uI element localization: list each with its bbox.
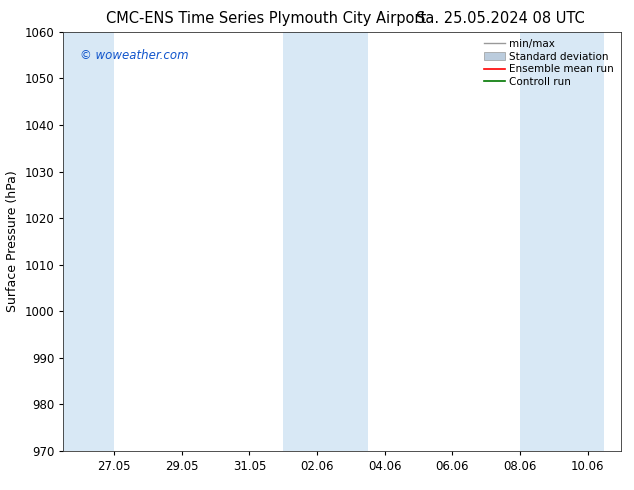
Bar (520, 32, 604, 451)
Y-axis label: Surface Pressure (hPa): Surface Pressure (hPa) (6, 171, 19, 312)
Text: © woweather.com: © woweather.com (80, 49, 189, 62)
Text: CMC-ENS Time Series Plymouth City Airport: CMC-ENS Time Series Plymouth City Airpor… (106, 11, 427, 26)
Legend: min/max, Standard deviation, Ensemble mean run, Controll run: min/max, Standard deviation, Ensemble me… (480, 35, 618, 91)
Bar (63, 32, 114, 451)
Text: Sa. 25.05.2024 08 UTC: Sa. 25.05.2024 08 UTC (417, 11, 585, 26)
Bar (283, 32, 368, 451)
